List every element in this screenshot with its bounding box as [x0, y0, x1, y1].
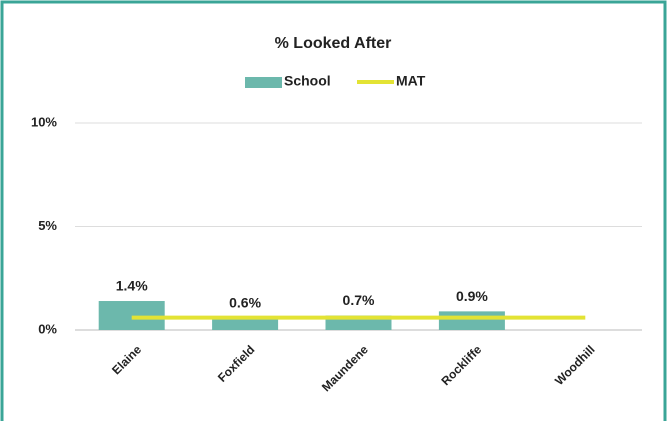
data-label: 1.4% [116, 278, 148, 294]
data-label: 0.7% [343, 292, 375, 308]
legend-label: School [284, 73, 331, 89]
data-label: 0.9% [456, 288, 488, 304]
y-tick-label: 5% [38, 218, 57, 233]
bar [438, 311, 505, 330]
bar [98, 301, 165, 330]
bar [212, 317, 279, 330]
legend-label: MAT [396, 73, 426, 89]
y-tick-label: 10% [31, 114, 57, 129]
legend-swatch [245, 77, 282, 88]
data-label: 0.6% [229, 294, 261, 310]
chart-title: % Looked After [275, 35, 392, 52]
y-tick-label: 0% [38, 321, 57, 336]
